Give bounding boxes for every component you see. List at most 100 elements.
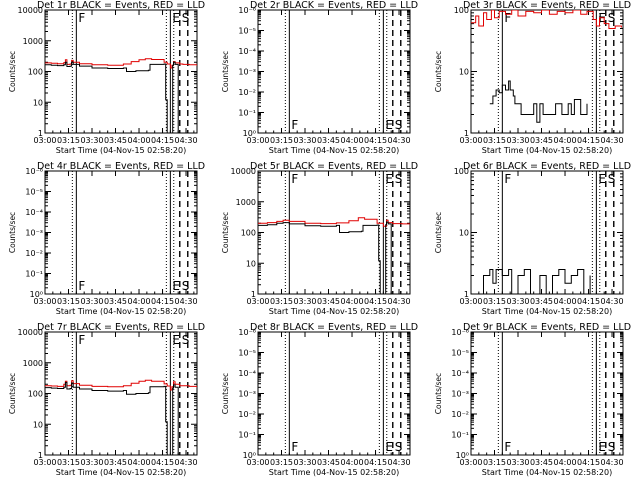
x-tick-label: 04:30 xyxy=(387,297,410,306)
x-tick-label: 03:45 xyxy=(317,136,340,145)
x-axis-label: Start Time (04-Nov-15 02:58:20) xyxy=(56,146,186,155)
y-tick-label: 1 xyxy=(464,129,469,138)
y-tick-label: 10⁻⁶ xyxy=(238,6,256,15)
y-tick-label: 10⁻⁴ xyxy=(451,369,469,378)
y-axis-label: Counts/sec xyxy=(434,373,443,414)
y-axis-label: Counts/sec xyxy=(8,51,17,92)
x-axis-label: Start Time (04-Nov-15 02:58:20) xyxy=(482,307,612,316)
y-tick-label: 10⁻⁵ xyxy=(238,349,256,358)
y-axis-label: Counts/sec xyxy=(221,373,230,414)
x-axis-label: Start Time (04-Nov-15 02:58:20) xyxy=(269,307,399,316)
y-tick-label: 10⁰ xyxy=(243,129,256,138)
y-tick-label: 1 xyxy=(251,290,256,299)
y-tick-label: 10⁻² xyxy=(451,410,469,419)
y-tick-label: 10 xyxy=(33,420,43,429)
marker-label-s: S xyxy=(182,333,190,347)
y-tick-label: 10⁻⁶ xyxy=(451,328,469,337)
y-tick-label: 1000 xyxy=(23,359,43,368)
y-tick-label: 10⁻⁵ xyxy=(25,188,43,197)
x-tick-label: 04:00 xyxy=(127,458,150,467)
x-tick-label: 03:45 xyxy=(317,297,340,306)
y-tick-label: 100 xyxy=(454,6,469,15)
y-tick-label: 100 xyxy=(28,68,43,77)
y-tick-label: 10 xyxy=(459,229,469,238)
marker-label-f: F xyxy=(78,279,85,293)
marker-label-s: S xyxy=(395,118,403,132)
y-tick-label: 1000 xyxy=(236,198,256,207)
marker-label-f: F xyxy=(78,11,85,25)
events-series-line xyxy=(489,80,588,123)
x-tick-label: 03:00 xyxy=(246,297,269,306)
x-tick-label: 04:30 xyxy=(600,297,623,306)
y-tick-label: 10⁻⁴ xyxy=(238,47,256,56)
x-tick-label: 03:45 xyxy=(530,297,553,306)
marker-label-s: S xyxy=(395,172,403,186)
x-tick-label: 03:00 xyxy=(33,297,56,306)
marker-label-s: S xyxy=(608,172,616,186)
marker-label-f: F xyxy=(504,440,511,454)
y-tick-label: 10⁻³ xyxy=(238,68,256,77)
y-tick-label: 100 xyxy=(28,390,43,399)
marker-label-e: E xyxy=(385,118,393,132)
x-tick-label: 03:00 xyxy=(33,458,56,467)
events-series-line xyxy=(45,61,179,133)
marker-label-e: E xyxy=(172,333,180,347)
x-axis-label: Start Time (04-Nov-15 02:58:20) xyxy=(56,307,186,316)
x-tick-label: 03:00 xyxy=(33,136,56,145)
x-tick-label: 03:15 xyxy=(57,136,80,145)
x-tick-label: 04:15 xyxy=(364,297,387,306)
x-tick-label: 04:00 xyxy=(127,297,150,306)
y-axis-label: Counts/sec xyxy=(434,51,443,92)
panel-title: Det 3r BLACK = Events, RED = LLD xyxy=(463,0,631,11)
x-tick-label: 03:00 xyxy=(459,136,482,145)
marker-label-e: E xyxy=(172,279,180,293)
y-tick-label: 10⁻¹ xyxy=(238,431,256,440)
y-tick-label: 1 xyxy=(38,451,43,460)
x-tick-label: 03:30 xyxy=(80,458,103,467)
panel-title: Det 4r BLACK = Events, RED = LLD xyxy=(37,161,205,172)
x-tick-label: 04:00 xyxy=(553,458,576,467)
y-tick-label: 10 xyxy=(33,98,43,107)
x-tick-label: 04:15 xyxy=(364,136,387,145)
x-axis-label: Start Time (04-Nov-15 02:58:20) xyxy=(482,468,612,477)
x-tick-label: 04:00 xyxy=(553,136,576,145)
y-tick-label: 1000 xyxy=(23,37,43,46)
y-tick-label: 10⁻⁴ xyxy=(25,208,43,217)
panel-title: Det 2r BLACK = Events, RED = LLD xyxy=(250,0,418,11)
lld-series-line xyxy=(258,217,410,227)
marker-label-s: S xyxy=(395,440,403,454)
x-tick-label: 03:15 xyxy=(483,136,506,145)
panel-title: Det 8r BLACK = Events, RED = LLD xyxy=(250,322,418,333)
x-tick-label: 03:15 xyxy=(483,297,506,306)
x-tick-label: 03:15 xyxy=(57,297,80,306)
x-tick-label: 04:15 xyxy=(577,458,600,467)
y-tick-label: 10⁻⁴ xyxy=(238,369,256,378)
x-tick-label: 03:30 xyxy=(293,136,316,145)
y-tick-label: 10000 xyxy=(18,6,43,15)
panel-title: Det 6r BLACK = Events, RED = LLD xyxy=(463,161,631,172)
marker-label-f: F xyxy=(78,333,85,347)
y-axis-label: Counts/sec xyxy=(221,212,230,253)
marker-label-e: E xyxy=(385,172,393,186)
marker-label-s: S xyxy=(608,440,616,454)
x-tick-label: 04:00 xyxy=(127,136,150,145)
lld-series-line xyxy=(45,379,197,391)
x-axis-label: Start Time (04-Nov-15 02:58:20) xyxy=(269,146,399,155)
x-tick-label: 04:30 xyxy=(174,136,197,145)
y-tick-label: 10⁻² xyxy=(238,88,256,97)
y-tick-label: 10⁻¹ xyxy=(25,270,43,279)
x-tick-label: 04:30 xyxy=(600,458,623,467)
x-tick-label: 04:15 xyxy=(577,136,600,145)
x-tick-label: 04:30 xyxy=(387,458,410,467)
marker-label-e: E xyxy=(385,440,393,454)
y-tick-label: 10000 xyxy=(18,328,43,337)
x-tick-label: 03:15 xyxy=(57,458,80,467)
y-tick-label: 10⁻³ xyxy=(25,229,43,238)
marker-label-f: F xyxy=(291,440,298,454)
x-tick-label: 03:00 xyxy=(246,136,269,145)
y-tick-label: 10⁻⁵ xyxy=(451,349,469,358)
x-tick-label: 03:30 xyxy=(293,458,316,467)
